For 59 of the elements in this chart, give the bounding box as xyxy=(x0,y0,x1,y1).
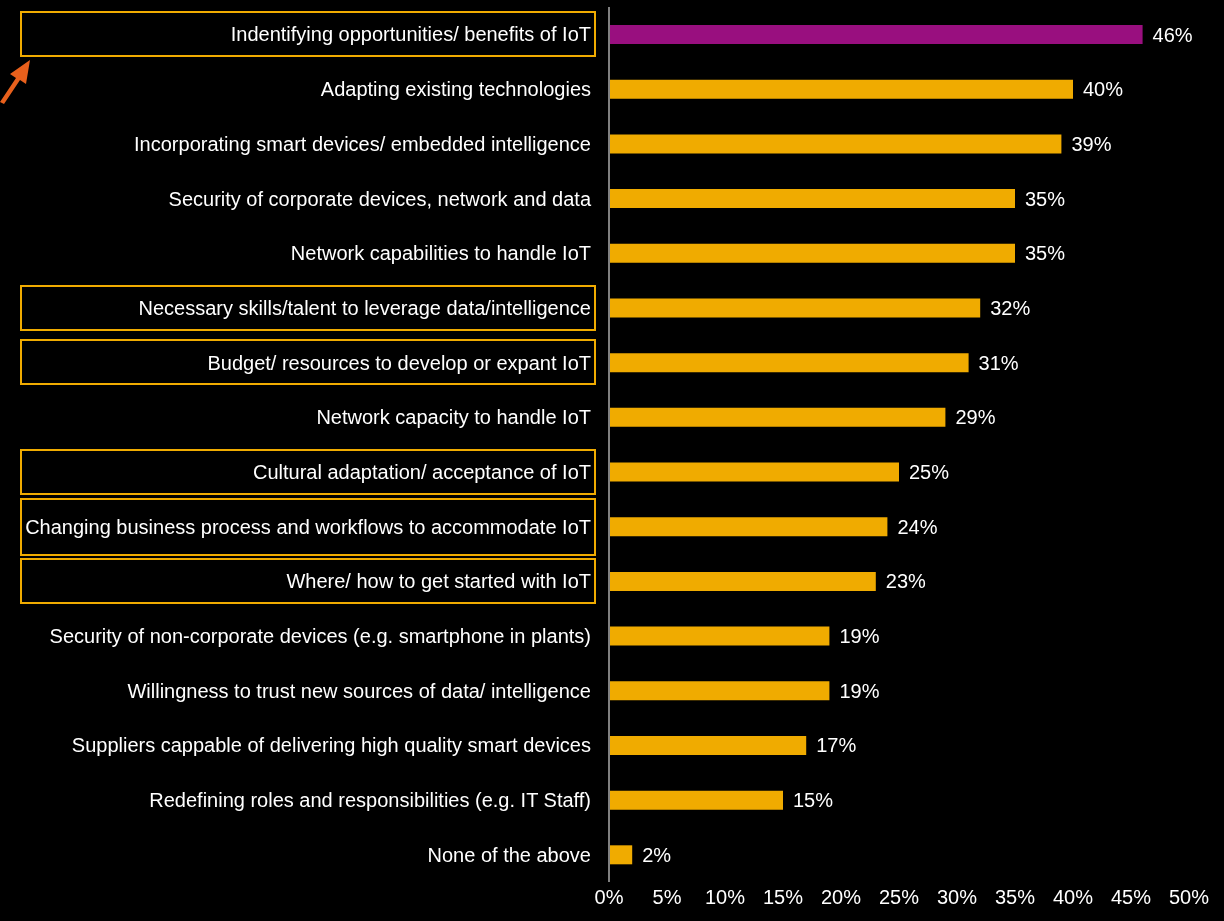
data-label: 24% xyxy=(897,515,938,538)
data-label: 23% xyxy=(885,570,927,593)
y-tick-label: Willingness to trust new sources of data/ intelligence xyxy=(127,679,591,702)
y-tick-label: Budget/ resources to develop or expant IoT xyxy=(207,351,591,374)
data-label: 19% xyxy=(839,679,880,702)
bar xyxy=(609,517,888,537)
y-tick-label: Incorporating smart devices/ embedded intelligence xyxy=(134,132,591,155)
bar xyxy=(609,134,1062,154)
bar xyxy=(609,407,946,427)
data-label: 39% xyxy=(1071,132,1112,155)
y-tick-label: Cultural adaptation/ acceptance of IoT xyxy=(253,460,591,483)
bar xyxy=(609,25,1143,44)
bar xyxy=(609,735,807,755)
data-label: 35% xyxy=(1025,242,1066,265)
bar xyxy=(609,353,969,373)
y-tick-label: None of the above xyxy=(427,843,591,866)
y-tick-label: Indentifying opportunities/ benefits of IoT xyxy=(230,23,591,46)
data-label: 32% xyxy=(990,296,1031,319)
bar xyxy=(609,189,1015,209)
y-tick-label: Redefining roles and responsibilities (e.g. IT Staff) xyxy=(149,789,591,812)
x-tick-label: 25% xyxy=(878,886,920,909)
data-label: 19% xyxy=(839,625,880,648)
y-tick-label: Network capabilities to handle IoT xyxy=(290,242,591,265)
data-label: 2% xyxy=(642,843,672,866)
data-label: 46% xyxy=(1152,23,1193,46)
x-tick-label: 5% xyxy=(652,886,682,909)
x-tick-label: 10% xyxy=(704,886,746,909)
bar xyxy=(609,462,899,482)
data-label: 15% xyxy=(793,789,834,812)
x-tick-label: 45% xyxy=(1110,886,1152,909)
bar xyxy=(609,79,1073,99)
bar xyxy=(609,790,783,810)
y-tick-label: Network capacity to handle IoT xyxy=(316,406,591,429)
bar xyxy=(609,626,830,646)
x-tick-label: 50% xyxy=(1168,886,1210,909)
x-tick-label: 30% xyxy=(936,886,978,909)
data-label: 17% xyxy=(816,734,857,757)
y-tick-label: Security of corporate devices, network and data xyxy=(168,187,592,210)
bar xyxy=(609,681,830,701)
x-tick-label: 15% xyxy=(762,886,804,909)
bar xyxy=(609,243,1015,263)
data-label: 31% xyxy=(978,351,1019,374)
y-tick-label: Suppliers cappable of delivering high quality smart devices xyxy=(71,734,591,757)
y-tick-label: Necessary skills/talent to leverage data/intelligence xyxy=(138,296,591,319)
y-tick-label: Adapting existing technologies xyxy=(320,78,591,101)
bar xyxy=(609,298,981,318)
x-tick-label: 0% xyxy=(594,886,624,909)
data-label: 35% xyxy=(1025,187,1066,210)
x-tick-label: 35% xyxy=(994,886,1036,909)
data-label: 40% xyxy=(1083,78,1124,101)
y-tick-label: Changing business process and workflows to accommodate IoT xyxy=(25,515,591,538)
bar xyxy=(609,571,876,591)
x-tick-label: 40% xyxy=(1052,886,1094,909)
bar xyxy=(609,845,633,865)
data-label: 29% xyxy=(955,406,996,429)
y-tick-label: Where/ how to get started with IoT xyxy=(286,570,591,593)
x-tick-label: 20% xyxy=(820,886,862,909)
data-label: 25% xyxy=(909,461,950,483)
y-tick-label: Security of non-corporate devices (e.g. smartphone in plants) xyxy=(49,625,591,648)
